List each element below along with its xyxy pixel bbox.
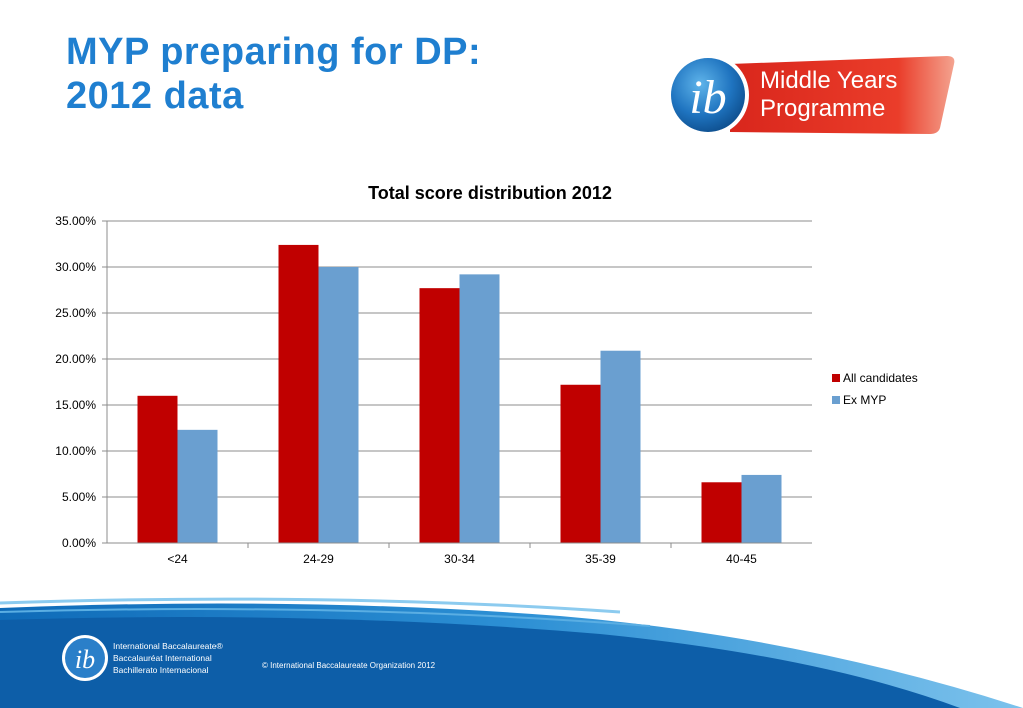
bar — [278, 244, 319, 544]
y-tick-label: 10.00% — [55, 444, 96, 458]
x-tick-label: 30-34 — [444, 552, 475, 566]
y-tick-label: 5.00% — [62, 490, 96, 504]
footer-wave — [0, 597, 1023, 708]
org-name-en: International Baccalaureate® — [113, 641, 223, 651]
bar — [459, 274, 500, 543]
legend-swatch — [832, 396, 840, 404]
bar — [741, 474, 782, 543]
x-tick-label: <24 — [167, 552, 188, 566]
y-tick-label: 30.00% — [55, 260, 96, 274]
org-name-fr: Baccalauréat International — [113, 653, 212, 663]
ib-mark: ib — [689, 71, 726, 124]
logo-red-banner — [730, 56, 955, 134]
myp-logo: ib Middle Years Programme — [667, 54, 955, 136]
y-tick-label: 15.00% — [55, 398, 96, 412]
y-tick-label: 20.00% — [55, 352, 96, 366]
bar — [177, 429, 218, 543]
y-tick-label: 25.00% — [55, 306, 96, 320]
x-tick-label: 35-39 — [585, 552, 616, 566]
bar — [701, 482, 742, 543]
logo-line-2: Programme — [760, 95, 885, 122]
y-tick-label: 35.00% — [55, 214, 96, 228]
bar-chart: Total score distribution 2012 0.00% 5.00%… — [55, 183, 918, 566]
chart-title: Total score distribution 2012 — [368, 183, 612, 203]
org-name-es: Bachillerato Internacional — [113, 665, 209, 675]
y-tick-label: 0.00% — [62, 536, 96, 550]
ib-footer-logo-icon: ib — [62, 635, 108, 681]
legend-label: Ex MYP — [843, 393, 886, 407]
legend-swatch — [832, 374, 840, 382]
x-tick-label: 24-29 — [303, 552, 334, 566]
logo-line-1: Middle Years — [760, 67, 897, 94]
footer-org-names: International Baccalaureate® Baccalauréa… — [113, 640, 223, 676]
bar — [137, 395, 178, 543]
ib-footer-mark: ib — [75, 645, 95, 674]
title-line-2: 2012 data — [66, 75, 244, 117]
bar — [600, 350, 641, 543]
bar — [318, 267, 359, 543]
bar — [419, 288, 460, 543]
legend-label: All candidates — [843, 371, 918, 385]
x-tick-label: 40-45 — [726, 552, 757, 566]
bar — [560, 384, 601, 543]
title-line-1: MYP preparing for DP: — [66, 31, 482, 73]
page-title: MYP preparing for DP: 2012 data — [66, 30, 481, 118]
footer-copyright: © International Baccalaureate Organizati… — [262, 661, 436, 670]
